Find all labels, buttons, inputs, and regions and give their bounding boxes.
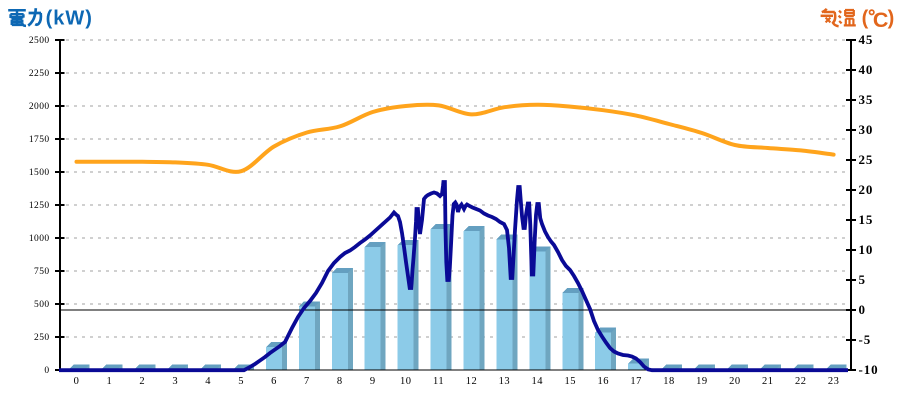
svg-text:500: 500 <box>34 300 49 310</box>
svg-text:2: 2 <box>139 376 145 387</box>
svg-text:17: 17 <box>630 376 642 387</box>
svg-text:22: 22 <box>795 376 807 387</box>
svg-text:14: 14 <box>532 376 544 387</box>
svg-text:750: 750 <box>34 267 49 277</box>
svg-text:3: 3 <box>172 376 178 387</box>
svg-text:8: 8 <box>337 376 343 387</box>
svg-text:35: 35 <box>859 92 874 107</box>
svg-text:1750: 1750 <box>29 135 50 145</box>
svg-text:0: 0 <box>74 376 80 387</box>
svg-text:16: 16 <box>597 376 609 387</box>
svg-text:0: 0 <box>859 302 866 317</box>
svg-text:): ) <box>888 7 895 29</box>
svg-text:1: 1 <box>107 376 113 387</box>
svg-text:1000: 1000 <box>29 234 50 244</box>
svg-text:13: 13 <box>499 376 511 387</box>
svg-text:40: 40 <box>859 62 874 77</box>
svg-text:2000: 2000 <box>29 102 50 112</box>
svg-text:21: 21 <box>762 376 774 387</box>
svg-text:1250: 1250 <box>29 201 50 211</box>
svg-text:-10: -10 <box>859 362 879 377</box>
svg-text:30: 30 <box>859 122 874 137</box>
svg-text:15: 15 <box>859 212 874 227</box>
svg-text:(kW): (kW) <box>46 7 93 29</box>
svg-text:25: 25 <box>859 152 874 167</box>
svg-text:2250: 2250 <box>29 69 50 79</box>
svg-text:10: 10 <box>859 242 874 257</box>
svg-text:18: 18 <box>663 376 675 387</box>
svg-text:250: 250 <box>34 333 49 343</box>
svg-text:15: 15 <box>565 376 577 387</box>
svg-text:20: 20 <box>859 182 874 197</box>
svg-text:4: 4 <box>205 376 211 387</box>
svg-text:5: 5 <box>238 376 244 387</box>
svg-text:9: 9 <box>370 376 376 387</box>
svg-text:2500: 2500 <box>29 36 50 46</box>
svg-text:12: 12 <box>466 376 478 387</box>
svg-text:(: ( <box>862 7 869 29</box>
svg-text:20: 20 <box>729 376 741 387</box>
svg-text:C: C <box>873 8 889 32</box>
svg-text:10: 10 <box>400 376 412 387</box>
svg-text:11: 11 <box>433 376 444 387</box>
svg-text:-5: -5 <box>859 332 872 347</box>
svg-text:7: 7 <box>304 376 310 387</box>
svg-text:1500: 1500 <box>29 168 50 178</box>
svg-text:19: 19 <box>696 376 708 387</box>
svg-text:0: 0 <box>44 366 49 376</box>
svg-text:5: 5 <box>859 272 866 287</box>
svg-text:6: 6 <box>271 376 277 387</box>
svg-text:45: 45 <box>859 32 874 47</box>
svg-text:23: 23 <box>828 376 840 387</box>
